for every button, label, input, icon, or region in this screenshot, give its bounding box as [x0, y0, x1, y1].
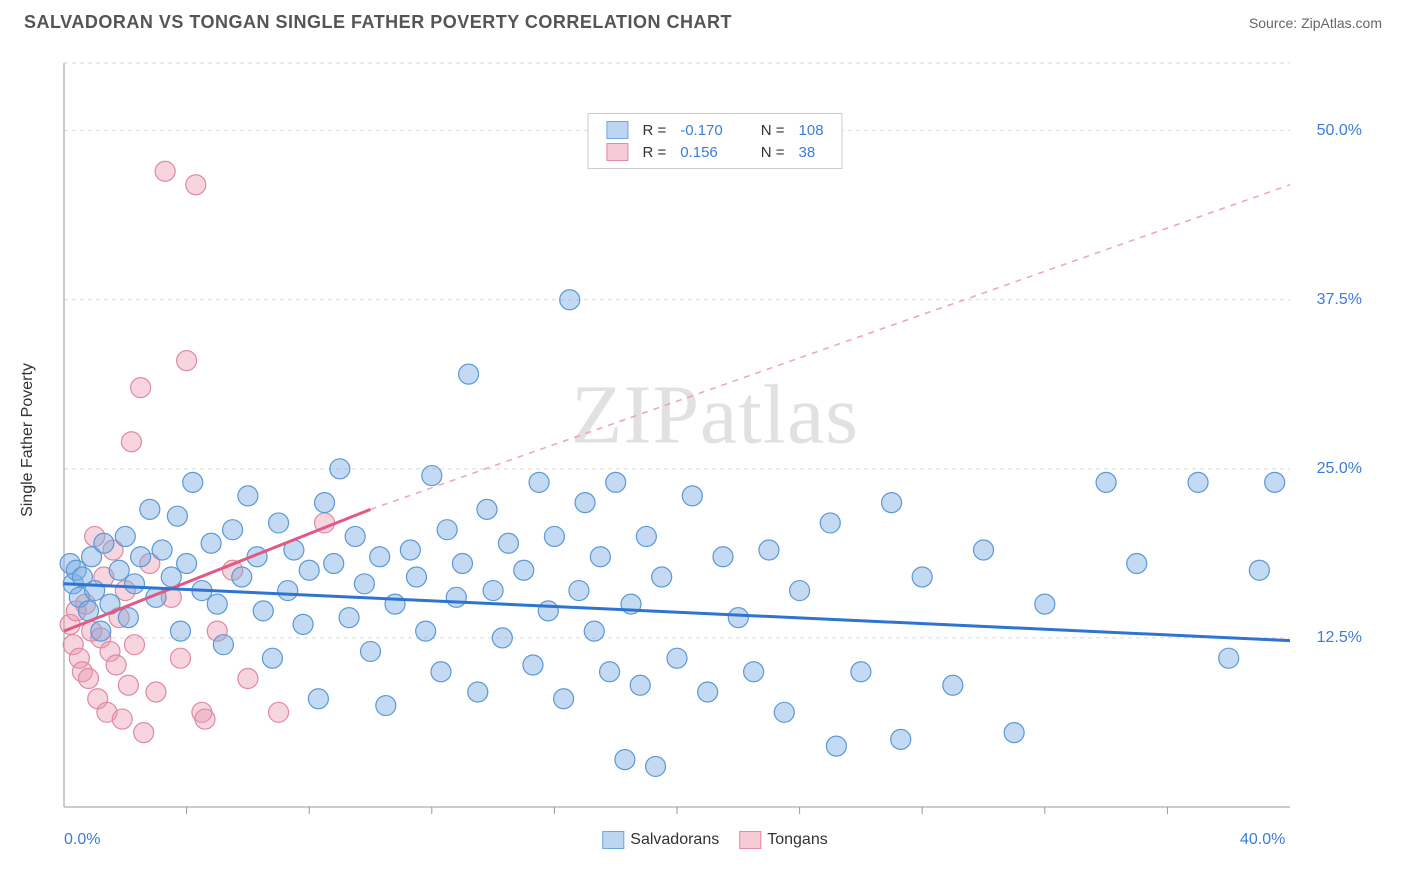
legend-stats-table: R = -0.170 N = 108 R = 0.156 N = 38 — [598, 118, 831, 164]
n-value: 108 — [793, 120, 830, 140]
legend-label: Salvadorans — [630, 831, 719, 848]
source-prefix: Source: — [1249, 15, 1301, 31]
scatter-plot — [50, 55, 1380, 855]
r-label: R = — [636, 142, 672, 162]
legend-series: Salvadorans Tongans — [602, 831, 827, 849]
legend-stats: R = -0.170 N = 108 R = 0.156 N = 38 — [587, 113, 842, 169]
legend-swatch — [602, 831, 624, 849]
legend-swatch — [739, 831, 761, 849]
n-label: N = — [755, 142, 791, 162]
y-tick-label: 12.5% — [1317, 629, 1362, 647]
legend-item: Tongans — [739, 831, 828, 849]
chart-header: SALVADORAN VS TONGAN SINGLE FATHER POVER… — [0, 0, 1406, 41]
chart-source: Source: ZipAtlas.com — [1249, 15, 1382, 31]
legend-stats-row: R = -0.170 N = 108 — [600, 120, 829, 140]
n-value: 38 — [793, 142, 830, 162]
chart-title: SALVADORAN VS TONGAN SINGLE FATHER POVER… — [24, 12, 732, 33]
x-tick-label: 0.0% — [64, 831, 100, 849]
y-tick-label: 50.0% — [1317, 122, 1362, 140]
legend-label: Tongans — [767, 831, 828, 848]
y-tick-label: 37.5% — [1317, 291, 1362, 309]
y-tick-label: 25.0% — [1317, 460, 1362, 478]
legend-item: Salvadorans — [602, 831, 719, 849]
legend-swatch — [606, 143, 628, 161]
x-tick-label: 40.0% — [1240, 831, 1285, 849]
n-label: N = — [755, 120, 791, 140]
legend-swatch — [606, 121, 628, 139]
r-label: R = — [636, 120, 672, 140]
chart-area: ZIPatlas R = -0.170 N = 108 R = 0.156 N … — [50, 55, 1380, 855]
r-value: 0.156 — [674, 142, 729, 162]
legend-stats-row: R = 0.156 N = 38 — [600, 142, 829, 162]
r-value: -0.170 — [674, 120, 729, 140]
source-name: ZipAtlas.com — [1301, 15, 1382, 31]
y-axis-label: Single Father Poverty — [19, 363, 37, 517]
